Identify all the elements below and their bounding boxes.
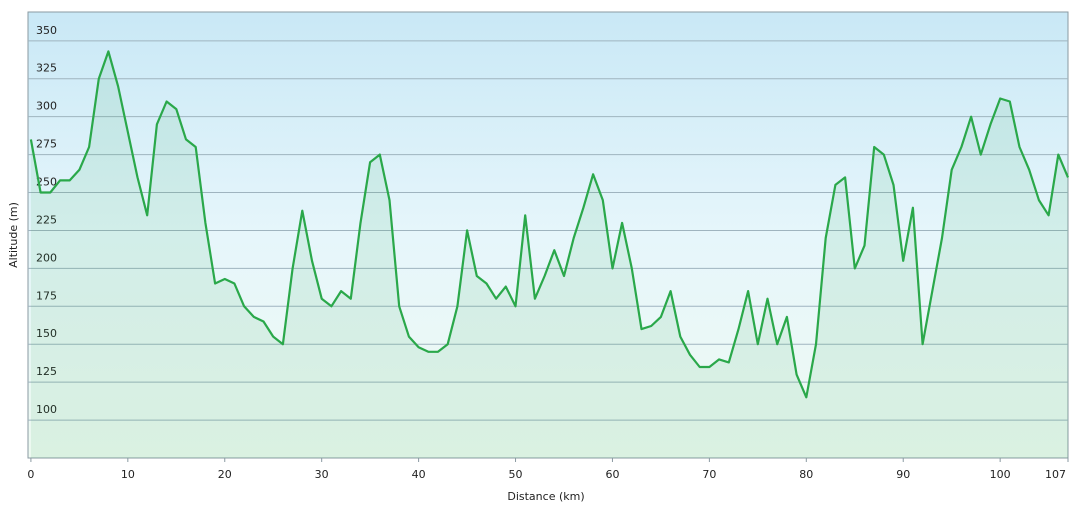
x-tick-label: 60 — [605, 468, 619, 481]
x-tick-label: 70 — [702, 468, 716, 481]
y-tick-label: 350 — [36, 24, 57, 37]
x-axis-label: Distance (km) — [507, 490, 584, 503]
y-tick-label: 100 — [36, 403, 57, 416]
y-tick-label: 225 — [36, 213, 57, 226]
y-tick-label: 250 — [36, 176, 57, 189]
x-tick-label: 20 — [218, 468, 232, 481]
x-tick-label: 90 — [896, 468, 910, 481]
y-tick-label: 125 — [36, 365, 57, 378]
x-tick-label: 50 — [509, 468, 523, 481]
x-tick-label: 0 — [27, 468, 34, 481]
area — [30, 51, 1068, 459]
plot-area — [27, 11, 1069, 459]
y-tick-label: 150 — [36, 327, 57, 340]
line — [29, 50, 1070, 399]
x-tick-label: 80 — [799, 468, 813, 481]
y-tick-label: 325 — [36, 62, 57, 75]
x-tick-label: 100 — [990, 468, 1011, 481]
y-axis-label: Altitude (m) — [7, 202, 20, 268]
y-tick-label: 175 — [36, 289, 57, 302]
x-tick-label: 107 — [1045, 468, 1066, 481]
y-tick-label: 300 — [36, 100, 57, 113]
y-tick-label: 200 — [36, 251, 57, 264]
x-tick-label: 40 — [412, 468, 426, 481]
x-tick-label: 10 — [121, 468, 135, 481]
x-tick-label: 30 — [315, 468, 329, 481]
y-tick-label: 275 — [36, 138, 57, 151]
